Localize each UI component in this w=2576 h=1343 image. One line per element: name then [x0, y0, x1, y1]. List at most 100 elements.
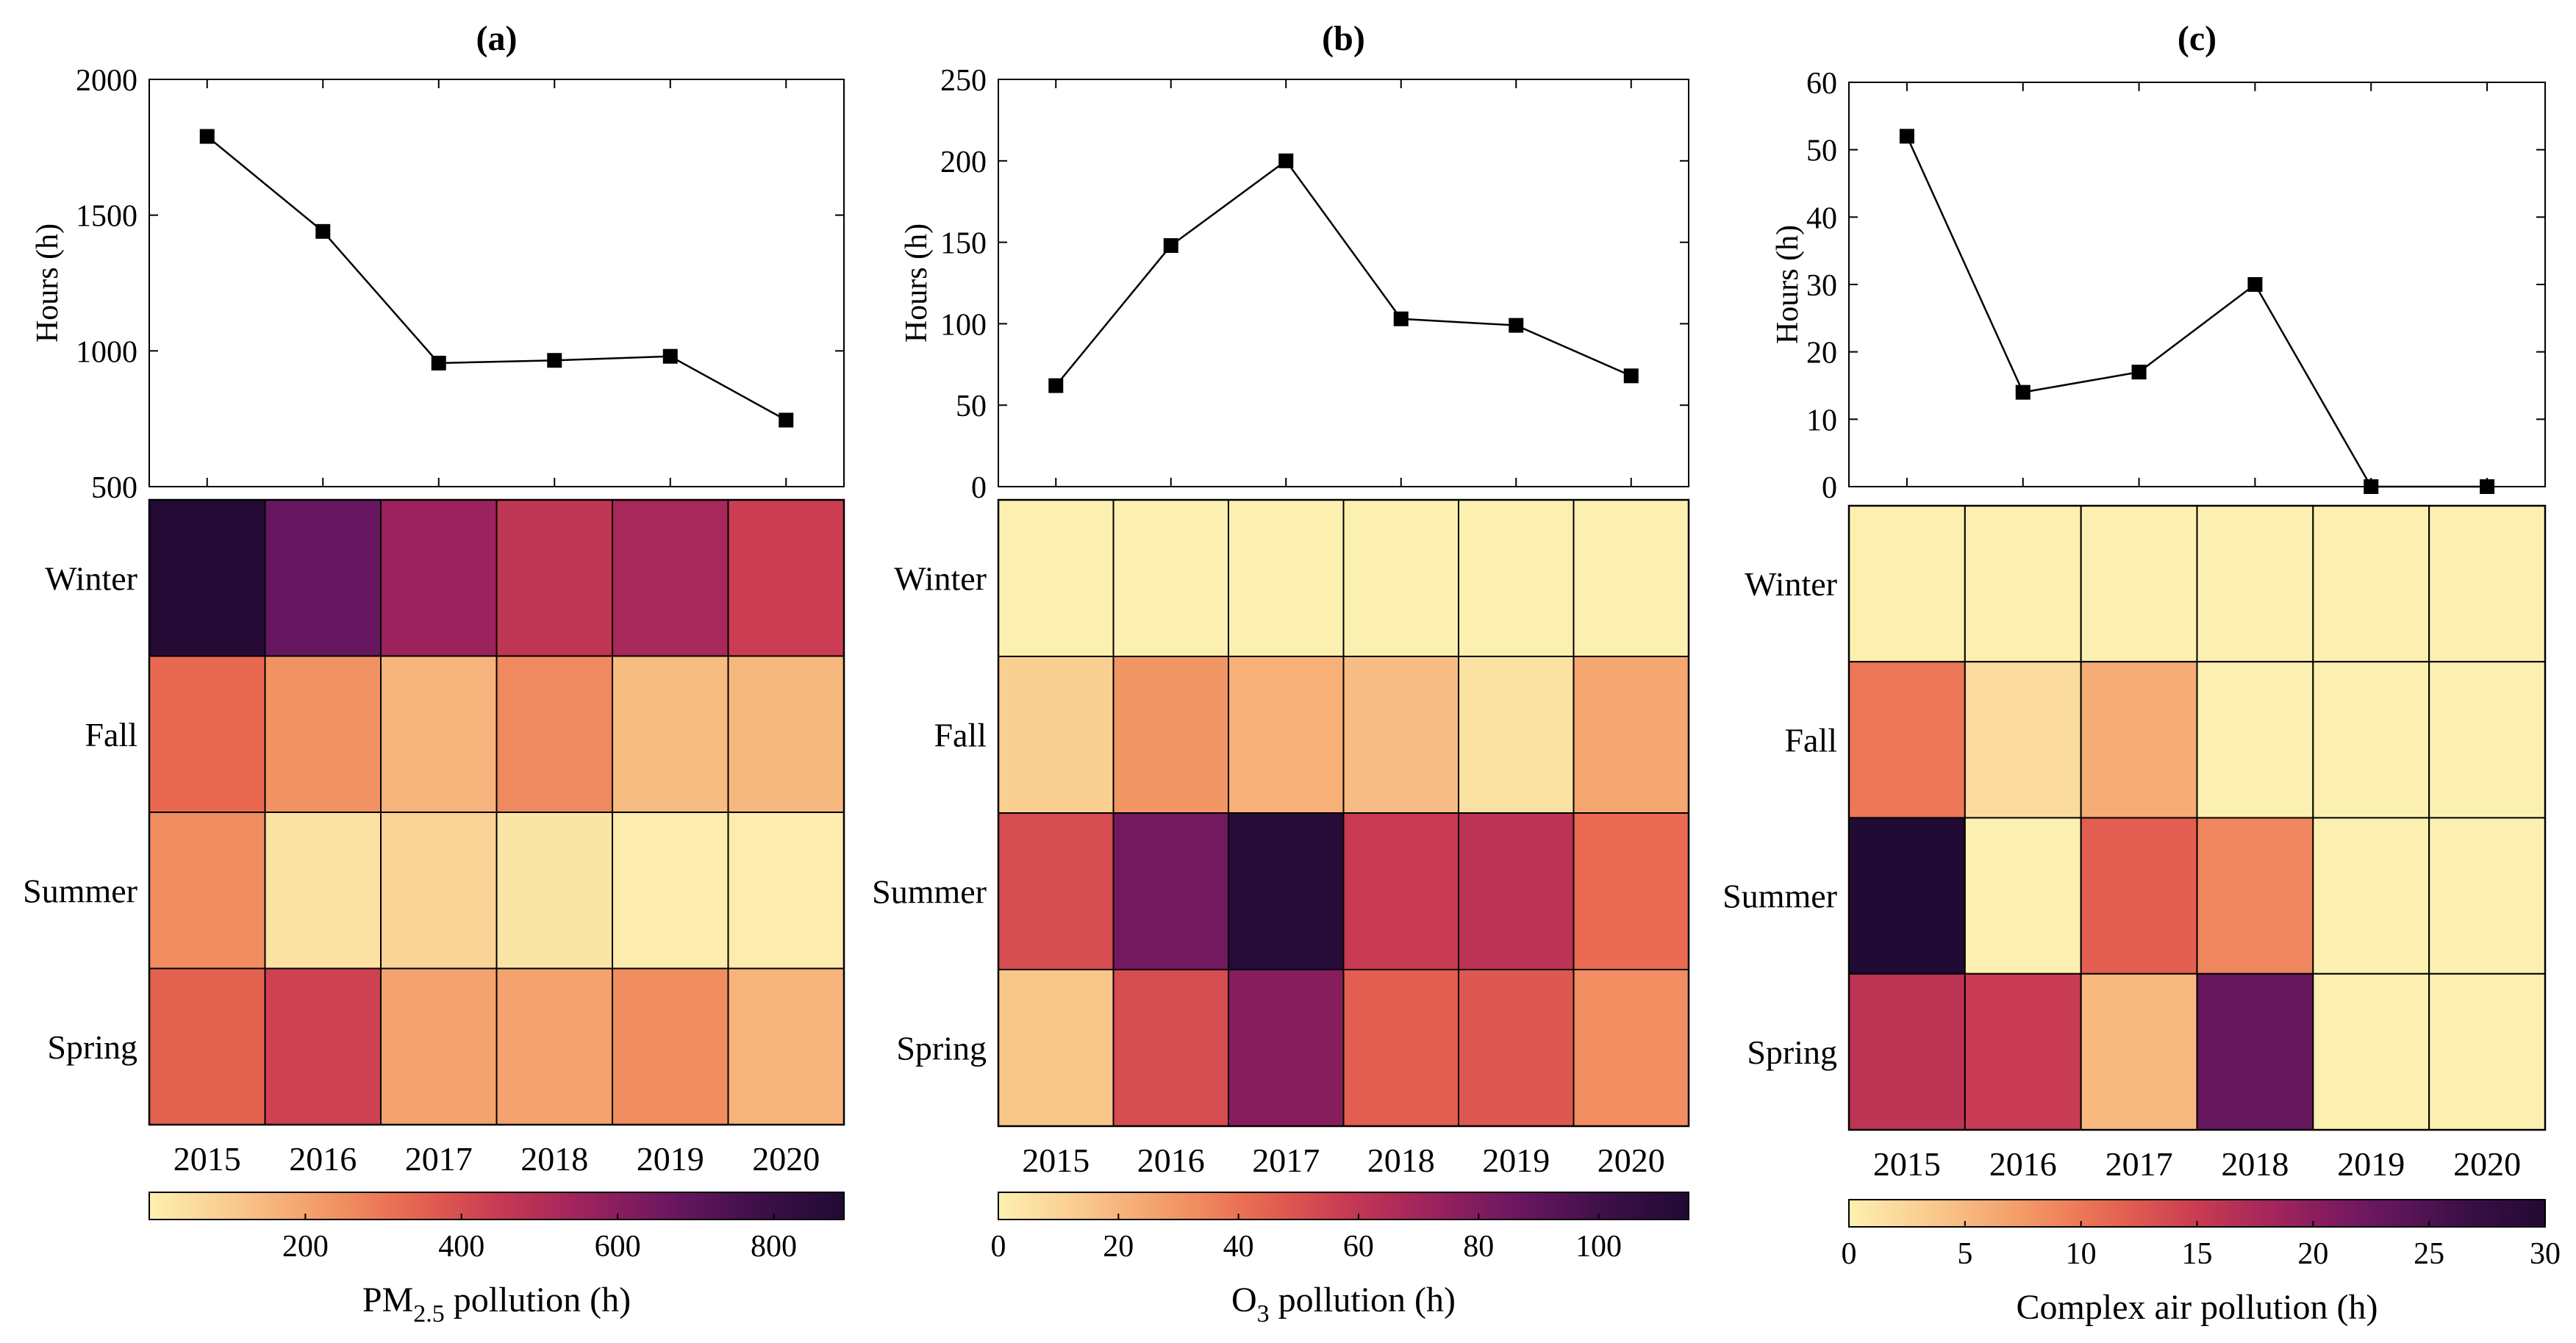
heatmap-cell	[1964, 661, 2082, 819]
heatmap-row-label: Spring	[47, 1028, 137, 1066]
colorbar-tick-label: 800	[751, 1230, 797, 1264]
heatmap-cell	[1112, 969, 1229, 1127]
heatmap-cell	[380, 499, 498, 657]
heatmap-cell	[612, 812, 729, 970]
colorbar-tick-label: 0	[1842, 1237, 1857, 1271]
y-axis-label: Hours (h)	[900, 223, 934, 343]
colorbar-label-subscript: 2.5	[413, 1300, 445, 1328]
y-tick-label: 200	[940, 146, 987, 179]
colorbar-tick-label: 15	[2182, 1237, 2213, 1271]
heatmap-column-label: 2016	[1989, 1145, 2057, 1183]
y-tick-label: 50	[1806, 135, 1837, 168]
heatmap-cell	[1573, 499, 1689, 657]
heatmap-row-label: Spring	[896, 1030, 987, 1067]
heatmap-column-label: 2018	[520, 1140, 588, 1178]
heatmap-column-label: 2020	[1598, 1142, 1665, 1179]
heatmap-cell	[998, 969, 1115, 1127]
heatmap-column-label: 2018	[2221, 1145, 2289, 1183]
heatmap-cell	[264, 812, 382, 970]
heatmap-cell	[149, 812, 266, 970]
heatmap-cell	[1848, 973, 1966, 1131]
heatmap-column-label: 2018	[1367, 1142, 1435, 1179]
line-plot-frame	[149, 79, 845, 487]
series-line	[1055, 160, 1632, 387]
heatmap-cell	[380, 812, 498, 970]
series-line	[206, 135, 787, 421]
colorbar-label: PM2.5 pollution (h)	[362, 1281, 631, 1328]
heatmap-column-label: 2017	[405, 1140, 473, 1178]
heatmap-cell	[998, 812, 1115, 970]
colorbar-label-rest: pollution (h)	[445, 1281, 631, 1319]
heatmap-cell	[1573, 656, 1689, 814]
y-tick-label: 50	[956, 390, 987, 423]
heatmap-column-label: 2015	[1873, 1145, 1941, 1183]
heatmap-column-label: 2019	[2337, 1145, 2405, 1183]
heatmap-column-label: 2020	[2453, 1145, 2521, 1183]
y-tick-label: 30	[1806, 269, 1837, 303]
heatmap-cell	[1964, 973, 2082, 1131]
heatmap-cell	[1228, 812, 1345, 970]
colorbar-tick-label: 20	[1103, 1230, 1134, 1264]
heatmap-column-label: 2016	[1137, 1142, 1205, 1179]
heatmap-cell	[1112, 656, 1229, 814]
y-tick-label: 150	[940, 227, 987, 261]
heatmap-cell	[1964, 817, 2082, 975]
heatmap-cell	[380, 655, 498, 813]
heatmap-cell	[2428, 505, 2547, 663]
heatmap-cell	[380, 967, 498, 1125]
data-point	[547, 353, 562, 368]
colorbar-tick-label: 0	[991, 1230, 1006, 1264]
heatmap-cell	[2428, 973, 2547, 1131]
heatmap-cell	[727, 967, 845, 1125]
data-point	[1048, 378, 1064, 393]
data-point	[2015, 384, 2031, 400]
heatmap-cell	[1228, 656, 1345, 814]
heatmap-cell	[2428, 817, 2547, 975]
heatmap-cell	[264, 967, 382, 1125]
heatmap-cell	[1848, 817, 1966, 975]
colorbar-tick-label: 60	[1343, 1230, 1374, 1264]
data-point	[2364, 479, 2379, 494]
heatmap-cell	[2312, 505, 2430, 663]
colorbar-tick-label: 40	[1223, 1230, 1254, 1264]
heatmap-cell	[1848, 505, 1966, 663]
y-tick-label: 0	[1822, 471, 1837, 505]
data-point	[662, 348, 678, 364]
colorbar-tick-label: 80	[1463, 1230, 1494, 1264]
y-tick-label: 1500	[76, 200, 137, 234]
colorbar-label: Complex air pollution (h)	[2017, 1288, 2378, 1327]
heatmap-cell	[2080, 817, 2198, 975]
heatmap-column-label: 2017	[2105, 1145, 2173, 1183]
heatmap-cell	[727, 499, 845, 657]
colorbar-label-main: O	[1231, 1281, 1257, 1319]
data-point	[1899, 129, 1914, 144]
data-point	[315, 223, 331, 239]
heatmap-row-label: Winter	[45, 559, 137, 597]
panel-title: (a)	[476, 19, 518, 58]
data-point	[1509, 318, 1524, 333]
heatmap-cell	[998, 656, 1115, 814]
y-axis-label: Hours (h)	[31, 223, 65, 343]
heatmap-frame	[997, 498, 1690, 1128]
heatmap-row-label: Fall	[1784, 721, 1837, 759]
data-point	[1623, 368, 1639, 384]
heatmap-row-label: Winter	[894, 560, 987, 598]
colorbar-tick-label: 20	[2297, 1237, 2328, 1271]
y-tick-label: 2000	[76, 64, 137, 98]
heatmap-cell	[2428, 661, 2547, 819]
data-point	[431, 355, 446, 370]
heatmap-frame	[1847, 504, 2547, 1131]
line-plot-frame	[1848, 82, 2546, 487]
colorbar-tick-label: 5	[1957, 1237, 1972, 1271]
heatmap-row-label: Fall	[934, 717, 987, 754]
colorbar-label-subscript: 3	[1257, 1300, 1270, 1328]
heatmap-frame	[148, 498, 845, 1126]
data-point	[2480, 479, 2495, 494]
data-point	[1393, 311, 1409, 326]
colorbar	[149, 1192, 845, 1220]
heatmap-column-label: 2019	[637, 1140, 704, 1178]
heatmap-cell	[612, 499, 729, 657]
heatmap-cell	[495, 499, 613, 657]
heatmap-cell	[1342, 812, 1459, 970]
heatmap-cell	[149, 967, 266, 1125]
